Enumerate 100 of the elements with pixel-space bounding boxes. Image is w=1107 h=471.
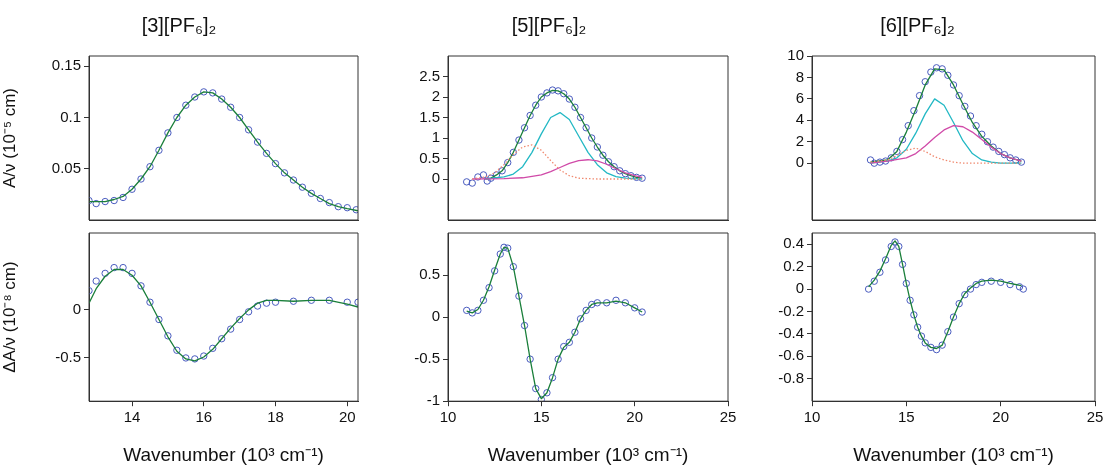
x-tick-label: 18	[267, 408, 284, 426]
point	[500, 243, 508, 251]
point	[526, 355, 534, 363]
point	[101, 269, 109, 278]
point	[235, 315, 244, 324]
point	[1017, 158, 1026, 166]
y-tick-label: 0	[431, 169, 440, 187]
point	[200, 88, 208, 96]
x-tick-label: 20	[626, 408, 644, 426]
y-tick-label: 1	[431, 128, 440, 146]
point	[509, 262, 518, 271]
point	[904, 121, 912, 130]
y-axis-title: ΔA/ν (10⁻⁸ cm)	[0, 261, 19, 373]
point	[218, 95, 226, 103]
point	[146, 163, 154, 171]
point	[554, 355, 562, 363]
point	[146, 298, 154, 306]
point	[582, 306, 590, 315]
y-tick-label: 2	[431, 87, 440, 105]
point	[182, 101, 190, 109]
point	[119, 193, 127, 202]
point	[235, 113, 244, 122]
point	[949, 81, 958, 89]
point	[532, 101, 540, 109]
chart-title: [5][PF₆]₂	[511, 13, 587, 36]
point	[543, 89, 551, 97]
point	[921, 78, 929, 86]
point	[627, 172, 635, 180]
y-tick-label: 0.2	[783, 256, 804, 274]
point	[887, 242, 895, 251]
point	[582, 124, 590, 132]
point	[504, 158, 512, 167]
point	[630, 304, 639, 312]
point	[588, 300, 596, 309]
point	[593, 143, 602, 151]
point	[307, 296, 316, 304]
point	[119, 263, 127, 272]
y-tick-label: 2.5	[419, 66, 440, 84]
point	[610, 163, 618, 171]
point	[560, 90, 568, 98]
point	[209, 89, 217, 97]
point	[271, 298, 280, 306]
point	[910, 106, 918, 115]
point	[173, 113, 181, 122]
point	[92, 199, 100, 208]
point	[462, 306, 471, 315]
y-tick-label: 8	[795, 67, 804, 85]
point	[612, 296, 620, 304]
point	[325, 296, 334, 304]
point	[474, 173, 482, 181]
point	[307, 189, 316, 198]
point	[92, 277, 100, 285]
x-tick-label: 15	[532, 408, 550, 426]
point	[200, 352, 208, 360]
point	[944, 327, 952, 336]
point	[571, 103, 579, 111]
point	[325, 198, 334, 207]
point	[343, 204, 351, 212]
point	[983, 138, 992, 146]
point	[468, 309, 476, 317]
point	[226, 325, 235, 333]
point	[565, 338, 574, 347]
y-tick-label: -0.4	[778, 324, 804, 342]
point	[462, 178, 471, 186]
point	[898, 260, 907, 269]
point	[487, 174, 495, 182]
y-tick-label: 0	[72, 300, 81, 318]
point	[492, 171, 501, 179]
point	[155, 315, 163, 324]
y-tick-label: 6	[795, 89, 804, 107]
point	[932, 345, 941, 354]
point	[155, 146, 163, 154]
point	[298, 183, 307, 191]
point	[602, 299, 611, 307]
y-tick-label: -0.2	[778, 301, 804, 319]
y-tick-label: 0	[795, 279, 804, 297]
point	[972, 280, 980, 289]
point	[895, 242, 903, 251]
point	[532, 384, 540, 393]
point	[893, 147, 901, 156]
y-tick-label: 2	[795, 131, 804, 149]
y-tick-label: 0	[431, 307, 440, 325]
y-tick-label: 1.5	[419, 107, 440, 125]
x-tick-label: 14	[123, 408, 141, 426]
point	[1012, 156, 1020, 164]
x-tick-label: 20	[992, 408, 1010, 426]
point	[949, 313, 958, 321]
point	[209, 344, 217, 353]
y-tick-label: 0.15	[51, 56, 81, 74]
y-tick-label: 4	[795, 110, 804, 128]
y-tick-label: 10	[787, 46, 804, 64]
point	[876, 268, 884, 276]
point	[334, 202, 342, 211]
point	[1015, 283, 1024, 291]
point	[881, 256, 890, 264]
point	[616, 167, 624, 175]
point	[881, 157, 890, 165]
point	[253, 302, 262, 310]
point	[565, 95, 574, 103]
x-axis-title: Wavenumber (10³ cm⁻¹)	[853, 443, 1054, 465]
